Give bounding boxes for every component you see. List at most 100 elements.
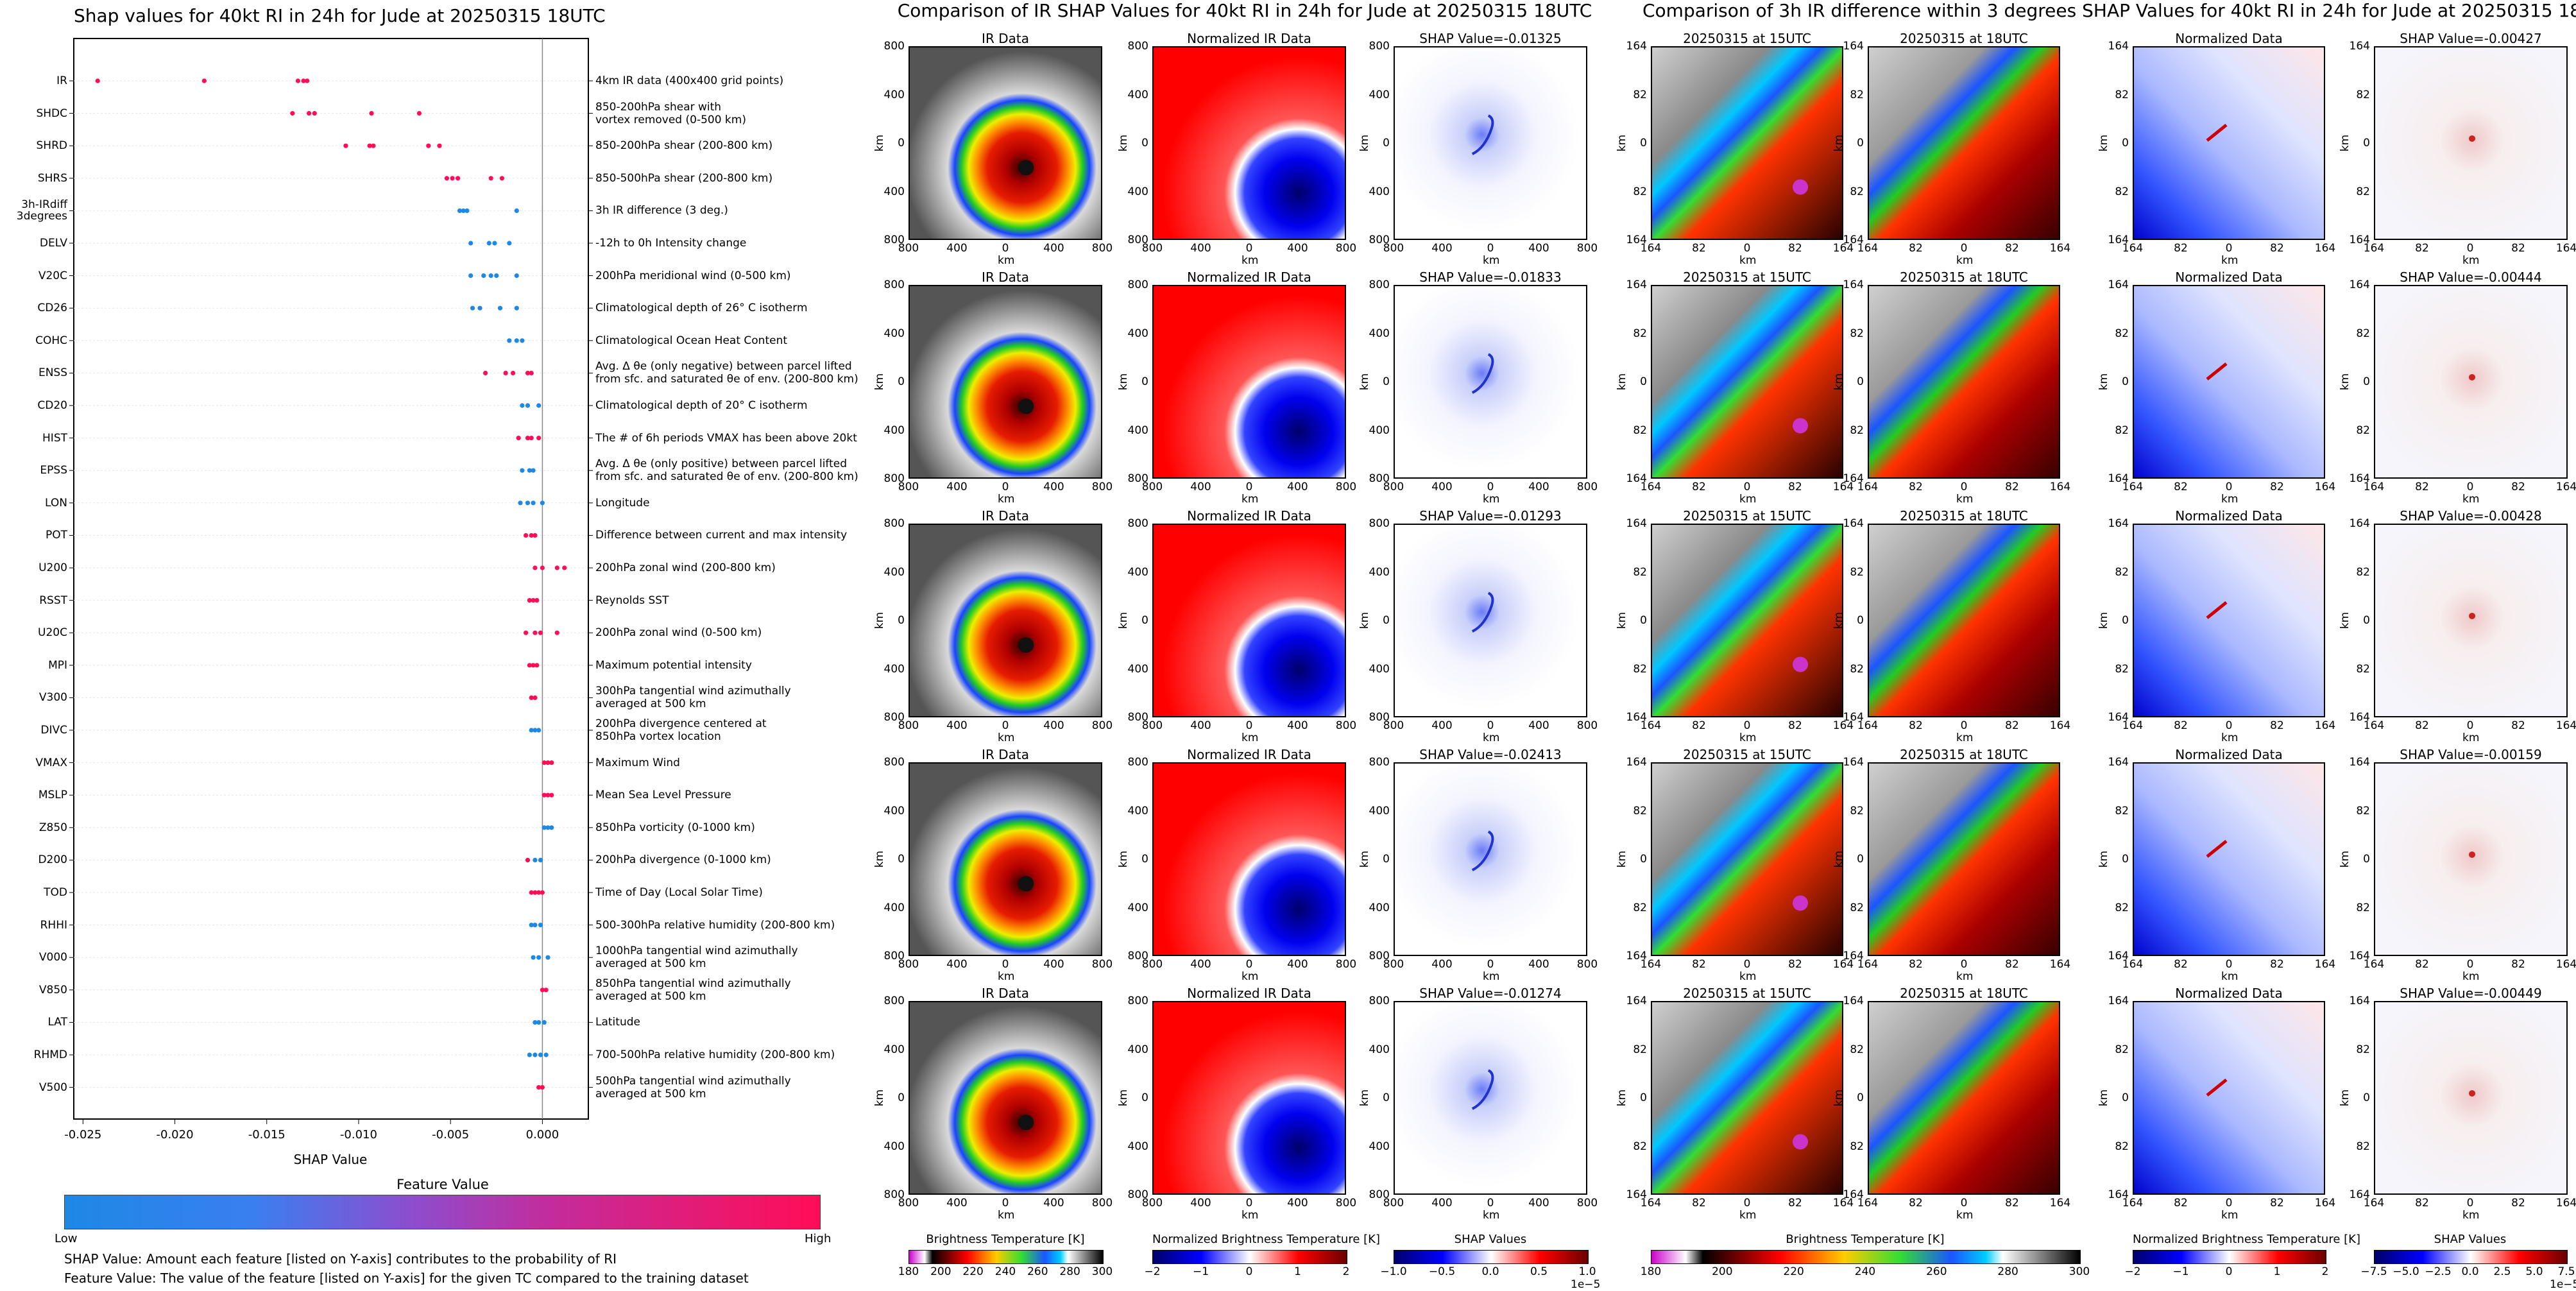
x-axis-label: km <box>998 493 1015 506</box>
swarm-point <box>531 468 536 473</box>
swarm-point <box>540 500 545 506</box>
x-tick-label: 400 <box>1431 958 1453 971</box>
x-tick-label: 164 <box>2049 1197 2071 1210</box>
feature-label: MSLP <box>38 789 67 802</box>
y-axis-label: km <box>1832 134 1846 152</box>
swarm-point <box>529 890 534 895</box>
x-axis-label: km <box>1483 1209 1500 1222</box>
x-tick-label: 400 <box>1190 481 1211 493</box>
feature-label: V000 <box>38 951 67 964</box>
x-tick-label: 82 <box>1692 242 1706 255</box>
x-tick-label: 164 <box>2314 481 2336 493</box>
x-axis-label: km <box>1483 493 1500 506</box>
y-tick-label: 164 <box>2349 234 2370 246</box>
diff-15utc-panel <box>1651 285 1843 479</box>
y-axis-label: km <box>1117 134 1130 152</box>
y-tick-label: 82 <box>2356 423 2370 437</box>
feature-description-line: 200hPa meridional wind (0-500 km) <box>595 269 791 282</box>
y-tick-label: 0 <box>2122 853 2129 866</box>
y-axis-label: km <box>1117 1089 1130 1107</box>
x-axis-label: km <box>1241 493 1259 506</box>
diff-normalized-panel <box>2133 1001 2325 1195</box>
y-tick-label: 164 <box>2108 40 2129 53</box>
x-tick-label: 82 <box>2511 481 2525 493</box>
swarm-point <box>554 565 559 570</box>
x-tick-label: 0 <box>2466 958 2474 971</box>
y-tick-label: 0 <box>1640 375 1647 388</box>
y-tick-label: 400 <box>1369 901 1390 914</box>
x-axis-label: km <box>1241 731 1259 744</box>
diff-15utc-panel-title: 20250315 at 15UTC <box>1683 747 1811 762</box>
swarm-point <box>531 663 536 668</box>
diff-normalized-panel-image <box>2134 286 2324 477</box>
ir-data-panel-title: IR Data <box>982 986 1029 1001</box>
swarm-point <box>465 208 470 213</box>
diff-normalized-panel-title: Normalized Data <box>2175 508 2283 524</box>
swarm-point <box>536 890 542 895</box>
y-tick-label: 400 <box>1127 1043 1148 1056</box>
diff-normalized-panel-image <box>2134 47 2324 239</box>
x-tick-label: 800 <box>1091 242 1113 255</box>
feature-label-line: 3degrees <box>16 210 67 223</box>
x-tick-label: 800 <box>898 958 919 971</box>
diff-15utc-panel-image <box>1652 1002 1842 1193</box>
y-axis-label: km <box>1832 611 1846 629</box>
y-tick-label: 800 <box>1127 950 1148 962</box>
y-tick-label: 800 <box>883 517 905 530</box>
x-tick-label: 82 <box>2174 1197 2188 1210</box>
y-axis-label: km <box>1616 850 1629 868</box>
diff-shap-panel <box>2374 46 2568 240</box>
y-tick-label: 82 <box>2356 88 2370 101</box>
x-tick-label: 82 <box>1788 958 1802 971</box>
x-axis-label: km <box>1739 970 1757 983</box>
feature-description: 850-500hPa shear (200-800 km) <box>595 172 772 185</box>
y-tick-label: 82 <box>2115 185 2129 198</box>
x-tick-label: 800 <box>1335 242 1357 255</box>
diff-shap-panel-title: SHAP Value=-0.00159 <box>2400 747 2542 762</box>
swarm-point <box>533 1052 538 1057</box>
swarm-point <box>529 370 534 376</box>
x-tick-label: 82 <box>1788 481 1802 493</box>
diff-15utc-panel-image <box>1652 286 1842 477</box>
x-tick-label: 82 <box>2415 958 2429 971</box>
y-tick-label: 800 <box>1369 995 1390 1007</box>
y-tick-label: 400 <box>1369 1043 1390 1056</box>
x-axis-label: km <box>1956 1209 1974 1222</box>
swarm-point <box>533 695 538 700</box>
x-tick-label: 800 <box>1576 481 1598 493</box>
y-tick-label: 164 <box>2108 234 2129 246</box>
y-tick-label: 0 <box>2363 137 2370 150</box>
swarm-point <box>305 78 310 83</box>
y-axis-label: km <box>873 1089 887 1107</box>
x-tick-label: 400 <box>1287 481 1308 493</box>
x-tick-label: 82 <box>2005 242 2019 255</box>
x-tick-label: 400 <box>1043 958 1064 971</box>
x-tick-label: 0 <box>1002 719 1009 732</box>
diff-normalized-panel <box>2133 524 2325 717</box>
x-tick-label: 164 <box>2363 1197 2385 1210</box>
diff-shap-colorbar-tick: −7.5 <box>2360 1265 2387 1278</box>
ir-shap-panel-title: SHAP Value=-0.01274 <box>1419 986 1562 1001</box>
x-tick-label: 164 <box>1857 958 1879 971</box>
x-tick-label: 82 <box>1692 719 1706 732</box>
x-tick-label: 800 <box>1335 719 1357 732</box>
x-axis-label: km <box>1956 254 1974 267</box>
x-tick-label: 0 <box>1960 958 1968 971</box>
feature-description-line: 3h IR difference (3 deg.) <box>595 204 728 218</box>
diff-15utc-panel <box>1651 762 1843 956</box>
y-tick-label: 0 <box>2363 1091 2370 1104</box>
x-tick-label: 0 <box>2225 242 2233 255</box>
feature-label: LAT <box>47 1016 67 1029</box>
x-tick-label: 164 <box>2363 242 2385 255</box>
x-axis-label: km <box>1739 493 1757 506</box>
y-axis-label: km <box>873 850 887 868</box>
swarm-point <box>536 728 542 733</box>
diff-bt-colorbar-tick: 280 <box>1997 1265 2018 1278</box>
ir-shap-panel-image <box>1395 286 1586 477</box>
feature-value-colorbar <box>64 1195 821 1229</box>
y-tick-label: 164 <box>2349 711 2370 724</box>
y-tick-label: 164 <box>2349 995 2370 1007</box>
y-tick-label: 400 <box>1369 1140 1390 1153</box>
x-tick-label: 800 <box>1141 1197 1163 1210</box>
y-axis-label: km <box>1117 850 1130 868</box>
